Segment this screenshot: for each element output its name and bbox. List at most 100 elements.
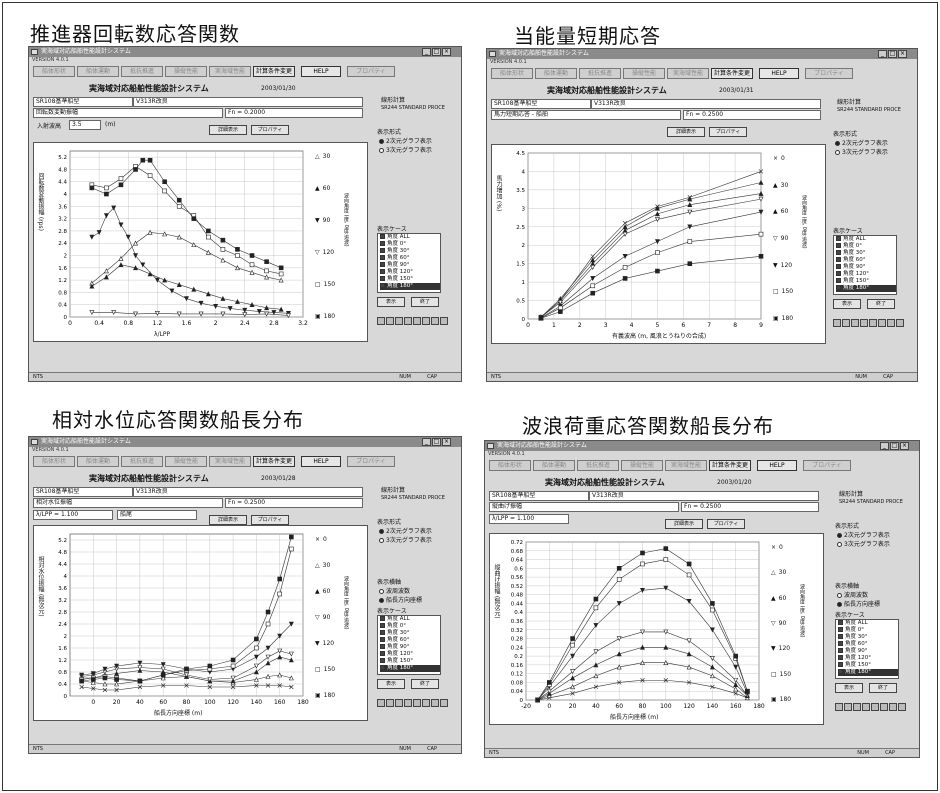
model-field[interactable]: V313R改良 bbox=[133, 97, 363, 107]
print-icon[interactable] bbox=[404, 699, 412, 707]
toolbar-button-4[interactable]: 操縦性能 bbox=[165, 66, 207, 77]
case-item[interactable]: 角度 ALL bbox=[380, 234, 440, 241]
radio-axis-opt1[interactable]: 波周波数 bbox=[379, 586, 410, 595]
toolbar-button-1[interactable]: 船体形状 bbox=[33, 456, 75, 467]
case-item[interactable]: 角度 180° bbox=[380, 283, 440, 290]
case-item[interactable]: 角度 90° bbox=[380, 262, 440, 269]
radio-format-2d[interactable]: 2次元グラフ表示 bbox=[835, 138, 888, 147]
case-item[interactable]: 角度 ALL bbox=[380, 616, 440, 623]
toolbar-button-8[interactable]: プロパティ bbox=[805, 68, 853, 79]
case-item[interactable]: 角度 150° bbox=[380, 276, 440, 283]
ship-type-field[interactable]: SR108基準船型 bbox=[33, 97, 133, 107]
zoom-out-icon[interactable] bbox=[386, 699, 394, 707]
froude-select[interactable]: Fn = 0.2500 bbox=[683, 110, 821, 120]
property-button[interactable]: プロパティ bbox=[707, 519, 745, 529]
detail-button[interactable]: 詳細表示 bbox=[209, 125, 247, 135]
model-field[interactable]: V313R改良 bbox=[133, 487, 363, 497]
case-list[interactable]: 角度 ALL 角度 0° 角度 30° 角度 60° 角度 90° 角度 120° 角度 1… bbox=[835, 619, 899, 679]
print-icon[interactable] bbox=[404, 317, 412, 325]
case-item[interactable]: 角度 180° bbox=[380, 665, 440, 672]
title-bar[interactable]: 実海域対応船舶性能設計システム _ □ × bbox=[485, 441, 919, 451]
case-item[interactable]: 角度 120° bbox=[380, 269, 440, 276]
copy-icon[interactable] bbox=[413, 699, 421, 707]
toolbar-button-3[interactable]: 抵抗推進 bbox=[121, 66, 163, 77]
toolbar-button-3[interactable]: 抵抗推進 bbox=[577, 460, 619, 471]
toolbar-button-4[interactable]: 操縦性能 bbox=[621, 460, 663, 471]
toolbar-button-3[interactable]: 抵抗推進 bbox=[121, 456, 163, 467]
copy-icon[interactable] bbox=[869, 319, 877, 327]
case-item[interactable]: 角度 120° bbox=[838, 655, 898, 662]
back-icon[interactable] bbox=[878, 319, 886, 327]
radio-axis-opt2[interactable]: 船長方向座標 bbox=[837, 599, 880, 608]
end-button[interactable]: 終了 bbox=[411, 679, 439, 689]
case-list[interactable]: 角度 ALL 角度 0° 角度 30° 角度 60° 角度 90° 角度 120° 角度 1… bbox=[377, 233, 441, 293]
case-item[interactable]: 角度 150° bbox=[838, 662, 898, 669]
toolbar-button-2[interactable]: 船体運動 bbox=[533, 460, 575, 471]
zoom-in-icon[interactable] bbox=[835, 703, 843, 711]
maximize-icon[interactable]: □ bbox=[432, 438, 441, 446]
wavelength-select[interactable]: λ/LPP = 1.100 bbox=[33, 510, 113, 520]
title-bar[interactable]: 実海域対応船舶性能設計システム _ □ × bbox=[29, 437, 461, 447]
minimize-icon[interactable]: _ bbox=[878, 50, 887, 58]
toolbar-button-8[interactable]: プロパティ bbox=[347, 66, 395, 77]
maximize-icon[interactable]: □ bbox=[890, 442, 899, 450]
pan-icon[interactable] bbox=[853, 703, 861, 711]
toolbar-button-8[interactable]: プロパティ bbox=[803, 460, 851, 471]
back-icon[interactable] bbox=[880, 703, 888, 711]
case-list[interactable]: 角度 ALL 角度 0° 角度 30° 角度 60° 角度 90° 角度 120° 角度 1… bbox=[833, 235, 897, 295]
toolbar-button-1[interactable]: 船体形状 bbox=[33, 66, 75, 77]
toolbar-button-8[interactable]: プロパティ bbox=[347, 456, 395, 467]
detail-button[interactable]: 詳細表示 bbox=[667, 127, 705, 137]
pan-icon[interactable] bbox=[851, 319, 859, 327]
case-item[interactable]: 角度 60° bbox=[838, 641, 898, 648]
froude-select[interactable]: Fn = 0.2500 bbox=[681, 502, 819, 512]
close-icon[interactable]: × bbox=[900, 442, 909, 450]
radio-axis-opt2[interactable]: 船長方向座標 bbox=[379, 595, 422, 604]
close-icon[interactable]: × bbox=[442, 48, 451, 56]
toolbar-button-3[interactable]: 抵抗推進 bbox=[579, 68, 621, 79]
toolbar-button-7[interactable]: HELP bbox=[759, 68, 799, 79]
model-field[interactable]: V313R改良 bbox=[591, 99, 821, 109]
case-item[interactable]: 角度 90° bbox=[838, 648, 898, 655]
detail-button[interactable]: 詳細表示 bbox=[665, 519, 703, 529]
toolbar-button-7[interactable]: HELP bbox=[301, 456, 341, 467]
minimize-icon[interactable]: _ bbox=[422, 48, 431, 56]
case-item[interactable]: 角度 120° bbox=[836, 271, 896, 278]
case-item[interactable]: 角度 150° bbox=[836, 278, 896, 285]
maximize-icon[interactable]: □ bbox=[888, 50, 897, 58]
toolbar-button-7[interactable]: HELP bbox=[301, 66, 341, 77]
forward-icon[interactable] bbox=[431, 317, 439, 325]
wave-height-input[interactable]: 3.5 bbox=[69, 120, 101, 130]
toolbar-button-6[interactable]: 計算条件変更 bbox=[253, 66, 295, 77]
case-item[interactable]: 角度 60° bbox=[380, 637, 440, 644]
copy-icon[interactable] bbox=[871, 703, 879, 711]
minimize-icon[interactable]: _ bbox=[422, 438, 431, 446]
toolbar-button-7[interactable]: HELP bbox=[757, 460, 797, 471]
detail-button[interactable]: 詳細表示 bbox=[209, 515, 247, 525]
toolbar-button-4[interactable]: 操縦性能 bbox=[623, 68, 665, 79]
toolbar-button-6[interactable]: 計算条件変更 bbox=[253, 456, 295, 467]
radio-format-3d[interactable]: 3次元グラフ表示 bbox=[379, 535, 432, 544]
toolbar-button-5[interactable]: 実海域性能 bbox=[665, 460, 707, 471]
case-item[interactable]: 角度 0° bbox=[380, 241, 440, 248]
property-button[interactable]: プロパティ bbox=[251, 125, 289, 135]
zoom-out-icon[interactable] bbox=[386, 317, 394, 325]
zoom-out-icon[interactable] bbox=[844, 703, 852, 711]
menu-icon[interactable] bbox=[896, 319, 904, 327]
property-button[interactable]: プロパティ bbox=[251, 515, 289, 525]
title-bar[interactable]: 実海域対応船舶性能設計システム _ □ × bbox=[487, 49, 917, 59]
toolbar-button-1[interactable]: 船体形状 bbox=[491, 68, 533, 79]
radio-format-3d[interactable]: 3次元グラフ表示 bbox=[835, 147, 888, 156]
ship-type-field[interactable]: SR108基準船型 bbox=[491, 99, 591, 109]
forward-icon[interactable] bbox=[889, 703, 897, 711]
maximize-icon[interactable]: □ bbox=[432, 48, 441, 56]
toolbar-button-2[interactable]: 船体運動 bbox=[77, 66, 119, 77]
end-button[interactable]: 終了 bbox=[867, 299, 895, 309]
menu-icon[interactable] bbox=[898, 703, 906, 711]
case-item[interactable]: 角度 0° bbox=[380, 623, 440, 630]
toolbar-button-2[interactable]: 船体運動 bbox=[77, 456, 119, 467]
case-item[interactable]: 角度 180° bbox=[836, 285, 896, 292]
forward-icon[interactable] bbox=[431, 699, 439, 707]
show-button[interactable]: 表示 bbox=[835, 683, 863, 693]
radio-format-3d[interactable]: 3次元グラフ表示 bbox=[837, 539, 890, 548]
